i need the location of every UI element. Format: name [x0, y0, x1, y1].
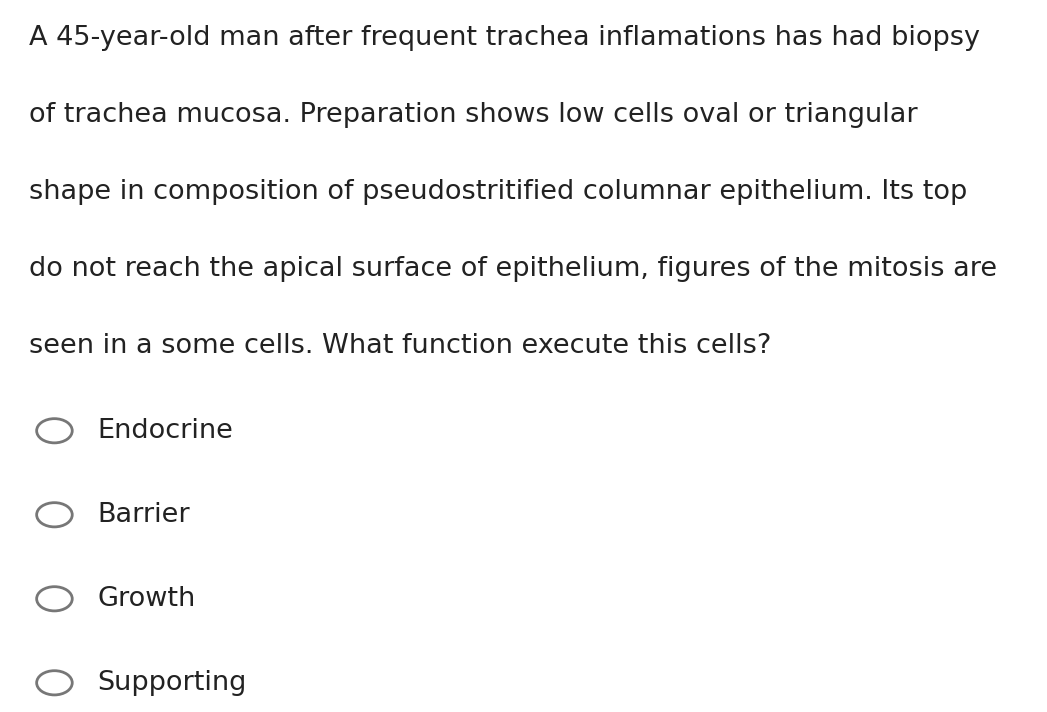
Text: seen in a some cells. What function execute this cells?: seen in a some cells. What function exec…: [29, 333, 772, 359]
Text: Barrier: Barrier: [97, 502, 190, 528]
Text: A 45-year-old man after frequent trachea inflamations has had biopsy: A 45-year-old man after frequent trachea…: [29, 25, 980, 51]
Text: Endocrine: Endocrine: [97, 418, 233, 444]
Text: shape in composition of pseudostritified columnar epithelium. Its top: shape in composition of pseudostritified…: [29, 179, 967, 205]
Text: Growth: Growth: [97, 586, 196, 612]
Text: of trachea mucosa. Preparation shows low cells oval or triangular: of trachea mucosa. Preparation shows low…: [29, 102, 918, 128]
Text: Supporting: Supporting: [97, 670, 247, 696]
Text: do not reach the apical surface of epithelium, figures of the mitosis are: do not reach the apical surface of epith…: [29, 256, 998, 282]
